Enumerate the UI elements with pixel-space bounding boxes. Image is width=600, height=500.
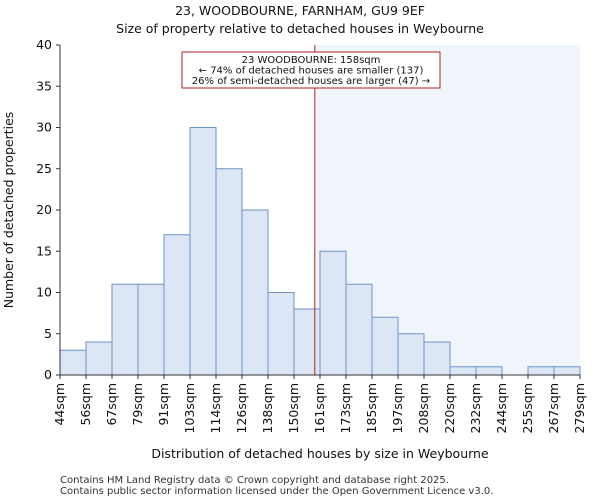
x-tick-label: 208sqm [416, 383, 431, 433]
x-tick-label: 114sqm [208, 383, 223, 433]
bar [423, 341, 451, 376]
y-tick-label: 40 [36, 37, 52, 52]
bar [319, 250, 347, 376]
x-tick-label: 197sqm [390, 383, 405, 433]
annotation-box [181, 51, 441, 89]
bar [189, 127, 217, 376]
bar [397, 333, 425, 376]
annotation-line-2: ← 74% of detached houses are smaller (13… [199, 66, 424, 77]
x-tick-label: 161sqm [312, 383, 327, 433]
bar [111, 283, 139, 376]
x-tick-label: 267sqm [546, 383, 561, 433]
y-tick-label: 5 [44, 326, 52, 341]
y-tick-label: 20 [36, 202, 52, 217]
annotation-line-3: 26% of semi-detached houses are larger (… [192, 76, 430, 87]
x-tick-label: 44sqm [52, 383, 67, 426]
x-tick-label: 126sqm [234, 383, 249, 433]
x-tick-label: 67sqm [104, 383, 119, 426]
chart-subtitle: Size of property relative to detached ho… [116, 21, 484, 36]
x-tick-label: 185sqm [364, 383, 379, 433]
x-tick-label: 279sqm [572, 383, 587, 433]
x-tick-label: 56sqm [78, 383, 93, 426]
bar [215, 168, 243, 376]
annotation-line-1: 23 WOODBOURNE: 158sqm [242, 55, 381, 66]
bar [59, 349, 87, 376]
footer-line-1: Contains HM Land Registry data © Crown c… [60, 475, 449, 486]
bar [371, 316, 399, 376]
x-tick-label: 220sqm [442, 383, 457, 433]
x-tick-label: 103sqm [182, 383, 197, 433]
y-tick-label: 30 [36, 120, 52, 135]
bar [85, 341, 113, 376]
bar [137, 283, 165, 376]
y-tick-label: 10 [36, 285, 52, 300]
bar [475, 366, 503, 376]
y-axis-label: Number of detached properties [1, 112, 16, 309]
x-tick-label: 255sqm [520, 383, 535, 433]
x-axis-label: Distribution of detached houses by size … [151, 446, 489, 461]
bar [449, 366, 477, 376]
y-tick-label: 15 [36, 243, 52, 258]
y-tick-label: 35 [36, 78, 52, 93]
x-tick-label: 244sqm [494, 383, 509, 433]
bar [267, 292, 295, 376]
x-tick-label: 232sqm [468, 383, 483, 433]
x-tick-label: 138sqm [260, 383, 275, 433]
x-tick-label: 79sqm [130, 383, 145, 426]
x-tick-label: 150sqm [286, 383, 301, 433]
x-tick-label: 91sqm [156, 383, 171, 426]
bar [293, 308, 321, 376]
bar [553, 366, 581, 376]
plot-area: 0 5 10 15 20 25 30 35 40 44sqm 56sqm 67sqm 79sqm 91sq… [36, 37, 587, 433]
y-tick-label: 0 [44, 367, 52, 382]
bar [241, 209, 269, 376]
footer-line-2: Contains public sector information licen… [60, 486, 493, 497]
bar [163, 234, 191, 376]
bar [527, 366, 555, 376]
x-tick-label: 173sqm [338, 383, 353, 433]
y-tick-label: 25 [36, 161, 52, 176]
bar [345, 283, 373, 376]
chart-title: 23, WOODBOURNE, FARNHAM, GU9 9EF [175, 3, 425, 18]
